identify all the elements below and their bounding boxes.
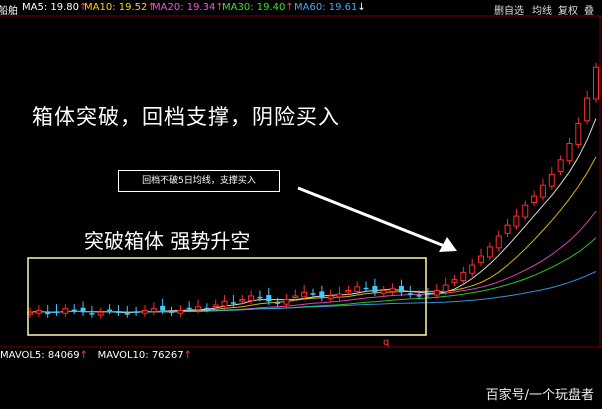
candle-body <box>548 173 555 187</box>
candle-body <box>80 307 86 313</box>
candle-body <box>363 287 369 290</box>
delete-watchlist-button[interactable]: 删自选 <box>494 6 524 17</box>
candle-body <box>124 313 130 315</box>
candle-body <box>372 285 378 293</box>
candle-body <box>301 291 308 298</box>
candle-body <box>539 184 546 198</box>
arrow-shaft <box>297 186 448 249</box>
ma5-label: MA5: 19.80↑ <box>22 2 88 13</box>
candle-body <box>239 299 246 302</box>
candle-body <box>575 123 582 145</box>
candle-body <box>150 308 157 312</box>
candle-body <box>513 215 520 227</box>
ma10-label: MA10: 19.52↑ <box>84 2 156 13</box>
candle-body <box>275 302 281 304</box>
ma20-label: MA20: 19.34↑ <box>152 2 224 13</box>
candle-body <box>71 309 77 312</box>
mavol10-label: MAVOL10: 76267 <box>97 350 184 361</box>
stock-name: 船舶 <box>0 6 18 17</box>
candle-body <box>212 304 219 308</box>
candle-body <box>433 290 440 296</box>
candle-body <box>89 313 95 315</box>
candle-body <box>35 309 42 314</box>
candle-body <box>248 295 255 301</box>
candle-body <box>425 293 431 295</box>
candle-body <box>195 306 202 311</box>
candle-body <box>495 235 502 249</box>
candle-body <box>319 291 325 298</box>
candle-body <box>584 97 591 122</box>
restore-button[interactable]: 复权 <box>558 6 578 17</box>
candle-body <box>345 290 352 293</box>
candle-body <box>531 195 538 203</box>
ma60-label: MA60: 19.61↓ <box>294 2 366 13</box>
candle-body <box>292 295 299 298</box>
candle-body <box>336 293 343 298</box>
candle-body <box>97 311 104 316</box>
main-title: 箱体突破，回档支撑，阴险买入 <box>32 105 340 129</box>
candle-body <box>45 311 51 315</box>
candle-body <box>557 159 564 173</box>
callout-box: 回档不破5日均线，支撑买入 <box>118 170 280 192</box>
arrow-head <box>439 237 457 252</box>
candle-body <box>389 288 396 292</box>
candle-body <box>460 271 467 282</box>
candle-body <box>230 302 236 304</box>
candle-body <box>593 66 599 100</box>
low-marker: q <box>383 337 389 348</box>
candle-body <box>160 305 166 311</box>
candle-body <box>407 293 413 295</box>
candle-body <box>469 264 476 274</box>
candle-body <box>398 285 404 293</box>
candle-body <box>186 307 192 310</box>
candle-body <box>221 300 228 307</box>
candle-body <box>115 311 121 313</box>
mavol5-label: MAVOL5: 84069 <box>0 350 80 361</box>
candle-body <box>354 286 361 292</box>
candles <box>27 62 599 319</box>
candle-body <box>451 279 458 283</box>
candle-body <box>380 290 387 294</box>
candle-body <box>486 246 493 258</box>
candle-body <box>504 224 511 234</box>
candle-body <box>54 311 60 313</box>
candle-body <box>522 204 529 218</box>
candle-body <box>478 255 485 263</box>
candle-body <box>107 309 113 312</box>
candle-body <box>133 311 139 313</box>
ma-lines <box>29 118 597 314</box>
ma60-line <box>29 271 597 313</box>
candle-body <box>283 299 290 305</box>
candle-body <box>416 295 422 297</box>
ma30-label: MA30: 19.40↑ <box>222 2 294 13</box>
candle-body <box>169 311 174 313</box>
box-label: 突破箱体 强势升空 <box>84 229 251 253</box>
watermark: 百家号/一个玩盘者 <box>485 388 594 403</box>
candle-body <box>327 295 334 300</box>
candle-body <box>566 142 573 162</box>
consolidation-box <box>27 257 427 336</box>
candle-body <box>442 284 449 292</box>
volume-header: MAVOL5: 84069↑ MAVOL10: 76267↑ <box>0 350 193 361</box>
candle-body <box>257 296 263 299</box>
overlay-button[interactable]: 叠 <box>584 6 594 17</box>
candle-body <box>177 309 184 314</box>
candle-body <box>310 293 316 295</box>
candle-body <box>266 295 272 302</box>
candle-body <box>204 307 210 310</box>
candle-body <box>141 309 148 314</box>
ma-button[interactable]: 均线 <box>532 6 552 17</box>
ma-header: 船舶 MA5: 19.80↑ MA10: 19.52↑ MA20: 19.34↑… <box>0 0 602 17</box>
candle-body <box>62 308 69 314</box>
